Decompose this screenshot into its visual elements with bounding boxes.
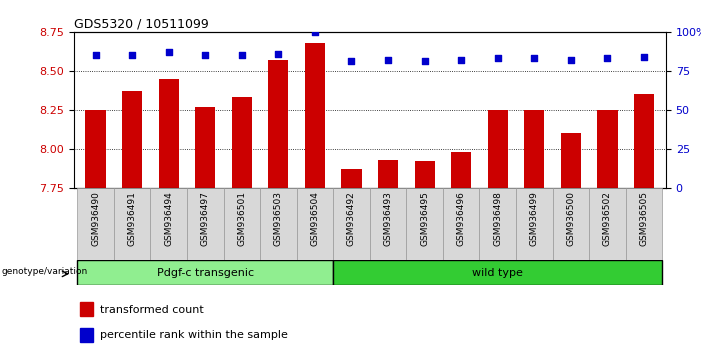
Point: [383, 57, 394, 63]
Text: GSM936500: GSM936500: [566, 191, 576, 246]
Bar: [451, 152, 471, 188]
Text: GSM936494: GSM936494: [164, 191, 173, 246]
Bar: [626, 188, 662, 260]
Bar: [305, 43, 325, 188]
Text: GSM936492: GSM936492: [347, 191, 356, 246]
Text: GSM936505: GSM936505: [639, 191, 648, 246]
Point: [200, 52, 211, 58]
Text: GSM936504: GSM936504: [311, 191, 320, 246]
Bar: [589, 188, 626, 260]
Bar: [524, 110, 545, 188]
Text: GSM936499: GSM936499: [530, 191, 539, 246]
Bar: [516, 188, 552, 260]
Text: genotype/variation: genotype/variation: [1, 267, 88, 276]
Point: [529, 56, 540, 61]
Point: [492, 56, 503, 61]
Point: [126, 52, 137, 58]
Bar: [77, 260, 333, 285]
Point: [456, 57, 467, 63]
Bar: [341, 169, 362, 188]
Text: GSM936491: GSM936491: [128, 191, 137, 246]
Bar: [333, 260, 662, 285]
Bar: [260, 188, 297, 260]
Bar: [297, 188, 333, 260]
Point: [419, 59, 430, 64]
Bar: [187, 188, 224, 260]
Text: GSM936502: GSM936502: [603, 191, 612, 246]
Bar: [479, 188, 516, 260]
Point: [236, 52, 247, 58]
Text: GSM936496: GSM936496: [456, 191, 465, 246]
Bar: [561, 133, 581, 188]
Bar: [158, 79, 179, 188]
Point: [309, 29, 320, 35]
Point: [602, 56, 613, 61]
Bar: [86, 110, 106, 188]
Bar: [552, 188, 589, 260]
Bar: [443, 188, 479, 260]
Bar: [79, 302, 93, 316]
Text: GSM936497: GSM936497: [200, 191, 210, 246]
Text: GSM936490: GSM936490: [91, 191, 100, 246]
Text: GSM936498: GSM936498: [494, 191, 502, 246]
Bar: [79, 328, 93, 342]
Bar: [488, 110, 508, 188]
Point: [346, 59, 357, 64]
Text: GSM936495: GSM936495: [420, 191, 429, 246]
Point: [639, 54, 650, 59]
Bar: [414, 161, 435, 188]
Bar: [407, 188, 443, 260]
Bar: [195, 107, 215, 188]
Text: GSM936501: GSM936501: [238, 191, 246, 246]
Point: [565, 57, 576, 63]
Bar: [122, 91, 142, 188]
Bar: [378, 160, 398, 188]
Point: [163, 49, 175, 55]
Bar: [77, 188, 114, 260]
Bar: [597, 110, 618, 188]
Bar: [333, 188, 370, 260]
Point: [273, 51, 284, 57]
Text: GSM936493: GSM936493: [383, 191, 393, 246]
Text: wild type: wild type: [472, 268, 523, 278]
Point: [90, 52, 101, 58]
Text: transformed count: transformed count: [100, 305, 204, 315]
Bar: [268, 60, 288, 188]
Text: GSM936503: GSM936503: [274, 191, 283, 246]
Text: Pdgf-c transgenic: Pdgf-c transgenic: [157, 268, 254, 278]
Bar: [224, 188, 260, 260]
Bar: [232, 97, 252, 188]
Bar: [369, 188, 407, 260]
Text: GDS5320 / 10511099: GDS5320 / 10511099: [74, 18, 208, 31]
Bar: [151, 188, 187, 260]
Bar: [634, 94, 654, 188]
Text: percentile rank within the sample: percentile rank within the sample: [100, 330, 288, 340]
Bar: [114, 188, 151, 260]
